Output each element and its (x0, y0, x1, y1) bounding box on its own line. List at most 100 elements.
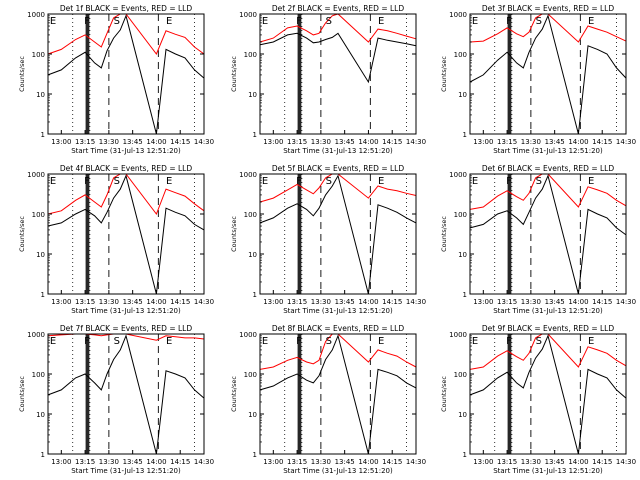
series-line-events (469, 174, 627, 295)
chart-panel-3: 1 10 100 1000 13:00 13:15 13:30 13:45 14:00 14:15… (440, 4, 636, 155)
x-tick-label: 14:15 (170, 138, 190, 146)
x-tick-label: 14:15 (382, 298, 402, 306)
plot-frame (47, 13, 205, 135)
y-axis-label: Counts/sec (440, 216, 448, 252)
x-tick-label: 13:45 (545, 458, 565, 466)
annotation-label: F (296, 176, 302, 187)
chart-panel-4: 1 10 100 1000 13:00 13:15 13:30 13:45 14:00 14:15… (18, 164, 214, 315)
series-line-lld (259, 333, 417, 370)
x-tick-label: 13:15 (75, 458, 95, 466)
annotation-label: S (114, 176, 120, 187)
annotation-label: S (536, 336, 542, 347)
y-tick-label: 1 (253, 451, 257, 459)
x-axis-label: Start Time (31-Jul-13 12:51:20) (71, 307, 181, 315)
y-tick-label: 10 (458, 251, 467, 259)
series-line-lld (259, 13, 417, 43)
x-tick-label: 14:30 (406, 138, 426, 146)
series-line-events (259, 32, 417, 84)
x-tick-label: 13:00 (51, 138, 71, 146)
annotation-label: E (378, 336, 384, 347)
x-tick-label: 14:00 (358, 138, 378, 146)
x-tick-label: 14:15 (592, 138, 612, 146)
x-tick-label: 13:45 (335, 298, 355, 306)
annotation-label: E (50, 16, 56, 27)
annotation-label: E (262, 336, 268, 347)
y-tick-label: 1000 (449, 331, 467, 339)
x-axis-label: Start Time (31-Jul-13 12:51:20) (71, 147, 181, 155)
x-tick-label: 14:00 (146, 458, 166, 466)
annotation-label: F (506, 336, 512, 347)
x-axis-label: Start Time (31-Jul-13 12:51:20) (493, 467, 603, 475)
x-tick-label: 13:30 (311, 458, 331, 466)
x-tick-label: 13:15 (287, 138, 307, 146)
x-tick-label: 13:45 (335, 458, 355, 466)
annotation-label: E (588, 336, 594, 347)
y-axis-label: Counts/sec (18, 56, 26, 92)
x-tick-label: 14:00 (358, 458, 378, 466)
chart-panel-6: 1 10 100 1000 13:00 13:15 13:30 13:45 14:00 14:15… (440, 164, 636, 315)
series-line-lld (469, 173, 627, 210)
annotation-label: S (114, 336, 120, 347)
y-tick-label: 10 (458, 91, 467, 99)
x-tick-label: 13:30 (311, 138, 331, 146)
x-tick-label: 14:00 (358, 298, 378, 306)
annotation-label: S (326, 176, 332, 187)
x-axis-label: Start Time (31-Jul-13 12:51:20) (283, 467, 393, 475)
y-tick-label: 1000 (239, 331, 257, 339)
annotation-label: F (84, 336, 90, 347)
y-tick-label: 100 (32, 51, 45, 59)
x-tick-label: 13:30 (521, 458, 541, 466)
series-line-events (47, 334, 205, 455)
x-tick-label: 13:15 (287, 458, 307, 466)
x-tick-label: 13:45 (545, 138, 565, 146)
chart-title: Det 8f BLACK = Events, RED = LLD (272, 324, 405, 333)
x-tick-label: 14:00 (146, 138, 166, 146)
y-tick-label: 100 (32, 371, 45, 379)
x-tick-label: 14:30 (616, 458, 636, 466)
y-tick-label: 10 (248, 411, 257, 419)
y-axis-label: Counts/sec (18, 216, 26, 252)
annotation-label: F (506, 176, 512, 187)
y-tick-label: 10 (36, 251, 45, 259)
x-axis-label: Start Time (31-Jul-13 12:51:20) (71, 467, 181, 475)
y-tick-label: 100 (32, 211, 45, 219)
y-tick-label: 10 (36, 91, 45, 99)
chart-title: Det 7f BLACK = Events, RED = LLD (60, 324, 193, 333)
chart-title: Det 2f BLACK = Events, RED = LLD (272, 4, 405, 13)
y-axis-label: Counts/sec (230, 216, 238, 252)
plot-frame (469, 333, 627, 455)
y-axis-label: Counts/sec (230, 56, 238, 92)
x-tick-label: 14:30 (616, 298, 636, 306)
x-axis-label: Start Time (31-Jul-13 12:51:20) (493, 307, 603, 315)
x-tick-label: 13:00 (473, 458, 493, 466)
annotation-label: E (472, 16, 478, 27)
x-tick-label: 14:15 (592, 298, 612, 306)
plot-frame (259, 333, 417, 455)
series-line-events (259, 334, 417, 455)
y-tick-label: 100 (454, 51, 467, 59)
series-line-events (259, 174, 417, 295)
x-tick-label: 14:15 (170, 298, 190, 306)
annotation-label: E (50, 336, 56, 347)
chart-title: Det 9f BLACK = Events, RED = LLD (482, 324, 615, 333)
series-line-lld (47, 173, 205, 216)
y-tick-label: 1 (463, 451, 467, 459)
x-tick-label: 13:30 (99, 458, 119, 466)
y-axis-label: Counts/sec (230, 376, 238, 412)
x-tick-label: 13:30 (311, 298, 331, 306)
x-tick-label: 13:45 (123, 298, 143, 306)
chart-panel-7: 1 10 100 1000 13:00 13:15 13:30 13:45 14:00 14:15… (18, 324, 214, 475)
x-tick-label: 13:15 (287, 298, 307, 306)
chart-panel-9: 1 10 100 1000 13:00 13:15 13:30 13:45 14:00 14:15… (440, 324, 636, 475)
plot-frame (47, 173, 205, 295)
chart-panel-2: 1 10 100 1000 13:00 13:15 13:30 13:45 14:00 14:15… (230, 4, 426, 155)
x-tick-label: 14:15 (382, 138, 402, 146)
y-tick-label: 1 (41, 451, 45, 459)
x-tick-label: 13:00 (51, 298, 71, 306)
annotation-label: S (536, 16, 542, 27)
x-tick-label: 14:30 (194, 298, 214, 306)
plot-frame (469, 173, 627, 295)
plot-frame (469, 13, 627, 135)
y-tick-label: 1000 (449, 171, 467, 179)
